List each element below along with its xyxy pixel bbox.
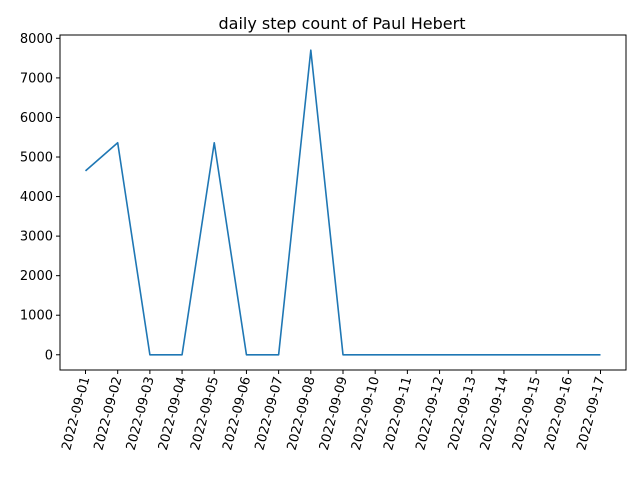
x-tick-label: 2022-09-06 — [220, 375, 254, 452]
y-tick-label: 3000 — [20, 230, 53, 245]
x-tick-label: 2022-09-09 — [317, 375, 351, 452]
x-tick-label: 2022-09-15 — [510, 375, 544, 452]
x-tick-label: 2022-09-01 — [59, 375, 93, 452]
x-tick-label: 2022-09-12 — [413, 375, 447, 452]
y-tick-label: 5000 — [20, 151, 53, 166]
series-line — [84, 49, 601, 356]
chart-title: daily step count of Paul Hebert — [219, 14, 466, 33]
series-layer — [84, 49, 601, 356]
x-tick-label: 2022-09-03 — [124, 375, 158, 452]
y-tick-label: 2000 — [20, 269, 53, 284]
x-tick-label: 2022-09-02 — [92, 375, 126, 452]
x-tick-label: 2022-09-14 — [478, 375, 512, 452]
x-tick-label: 2022-09-17 — [574, 375, 608, 452]
x-tick-label: 2022-09-13 — [446, 375, 480, 452]
x-axis: 2022-09-012022-09-022022-09-032022-09-04… — [59, 370, 608, 452]
x-tick-label: 2022-09-08 — [285, 375, 319, 452]
y-axis: 0 1000 2000 3000 4000 5000 6000 7000 8000 — [20, 32, 60, 363]
y-tick-label: 7000 — [20, 71, 53, 86]
y-tick-label: 8000 — [20, 32, 53, 47]
x-tick-label: 2022-09-16 — [542, 375, 576, 452]
x-tick-label: 2022-09-10 — [349, 375, 383, 452]
x-tick-label: 2022-09-05 — [188, 375, 222, 452]
y-tick-label: 1000 — [20, 309, 53, 324]
y-tick-label: 6000 — [20, 111, 53, 126]
x-tick-label: 2022-09-11 — [381, 375, 415, 452]
x-tick-label: 2022-09-04 — [156, 375, 190, 452]
x-tick-label: 2022-09-07 — [252, 375, 286, 452]
y-tick-label: 0 — [45, 348, 53, 363]
y-tick-label: 4000 — [20, 190, 53, 205]
